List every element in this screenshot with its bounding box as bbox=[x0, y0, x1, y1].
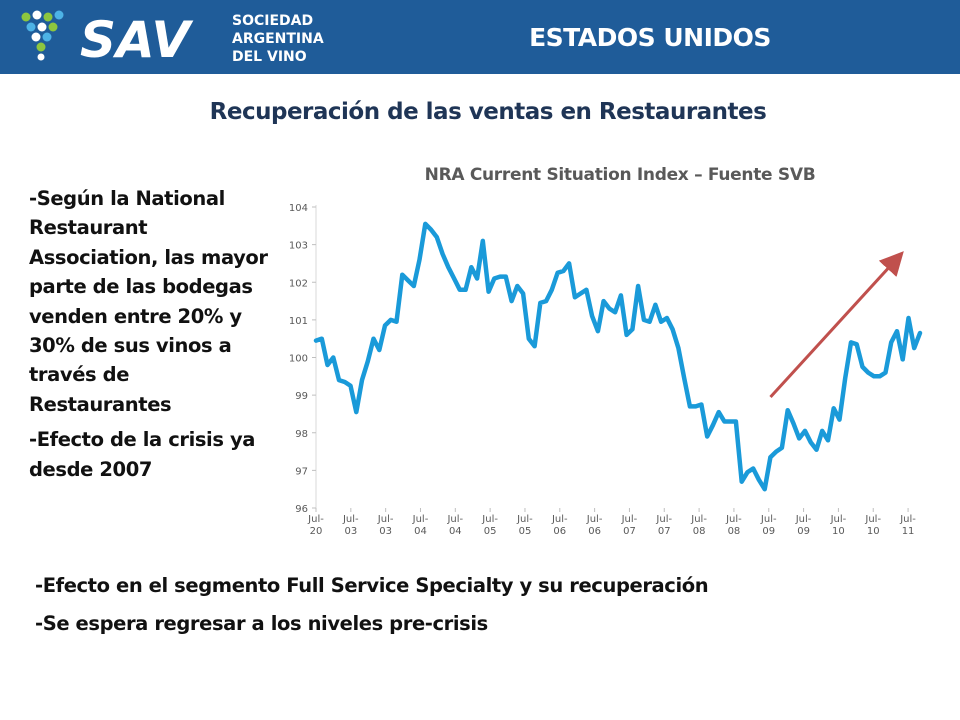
x-tick-label-line: Jul- bbox=[516, 514, 533, 525]
grape-dot bbox=[26, 22, 36, 32]
x-tick-label: Jul-06 bbox=[551, 514, 568, 537]
y-tick-label: 100 bbox=[289, 354, 308, 365]
x-tick-label: Jul-10 bbox=[864, 514, 881, 537]
section-title: ESTADOS UNIDOS bbox=[529, 23, 771, 52]
grape-dot bbox=[48, 22, 58, 32]
grape-dot bbox=[37, 22, 47, 32]
x-tick-label-line: 07 bbox=[623, 526, 636, 537]
bottom-line: -Se espera regresar a los niveles pre-cr… bbox=[35, 612, 488, 635]
x-tick-label-line: 04 bbox=[414, 526, 427, 537]
x-tick-label-line: 11 bbox=[902, 526, 915, 537]
series-line bbox=[313, 221, 923, 492]
x-tick-label-line: 09 bbox=[762, 526, 775, 537]
x-tick-label-line: Jul- bbox=[621, 514, 638, 525]
x-tick-label: Jul-04 bbox=[446, 514, 463, 537]
x-tick-label-line: 05 bbox=[484, 526, 497, 537]
x-tick-label-line: 03 bbox=[344, 526, 357, 537]
x-tick-label: Jul-03 bbox=[377, 514, 394, 537]
y-tick-label: 102 bbox=[289, 278, 308, 289]
x-tick-label-line: Jul- bbox=[760, 514, 777, 525]
grape-dot bbox=[32, 10, 42, 20]
x-tick-label-line: 08 bbox=[693, 526, 706, 537]
y-tick-label: 98 bbox=[295, 429, 308, 440]
chart-svg: 96979899100101102103104Jul-20Jul-03Jul-0… bbox=[289, 203, 923, 537]
y-tick-label: 99 bbox=[295, 391, 308, 402]
grape-dot bbox=[37, 53, 45, 61]
grape-dot bbox=[42, 32, 52, 42]
x-tick-label-line: 05 bbox=[519, 526, 532, 537]
x-tick-label-line: Jul- bbox=[725, 514, 742, 525]
x-tick-label: Jul-04 bbox=[412, 514, 429, 537]
bottom-line: -Efecto en el segmento Full Service Spec… bbox=[35, 574, 709, 597]
line-chart: 96 97 98 99 100 101 102 103 104 Jul-20 Jul-03 Jul-0… bbox=[270, 195, 940, 550]
x-tick-label-line: Jul- bbox=[307, 514, 324, 525]
y-tick-label: 103 bbox=[289, 241, 308, 252]
x-tick-label-line: 06 bbox=[553, 526, 566, 537]
x-tick-label-line: Jul- bbox=[481, 514, 498, 525]
x-tick-label: Jul-03 bbox=[342, 514, 359, 537]
x-tick-label-line: 04 bbox=[449, 526, 462, 537]
x-tick-label-line: 09 bbox=[797, 526, 810, 537]
left-paragraph: -Efecto de la crisis ya desde 2007 bbox=[29, 428, 256, 481]
x-tick-label-line: 03 bbox=[379, 526, 392, 537]
x-tick-label-line: 08 bbox=[728, 526, 741, 537]
left-text-block: -Según la National Restaurant Associatio… bbox=[29, 184, 269, 490]
logo-subtitle-line: ARGENTINA bbox=[232, 31, 324, 47]
x-tick-label: Jul-08 bbox=[690, 514, 707, 537]
y-tick-label: 97 bbox=[295, 466, 308, 477]
bottom-text-block: -Efecto en el segmento Full Service Spec… bbox=[35, 570, 915, 646]
x-tick-label-line: Jul- bbox=[690, 514, 707, 525]
x-tick-label: Jul-09 bbox=[760, 514, 777, 537]
grape-dot bbox=[21, 12, 31, 22]
grape-dot bbox=[31, 32, 41, 42]
x-tick-label-line: Jul- bbox=[446, 514, 463, 525]
x-tick-label: Jul-11 bbox=[899, 514, 916, 537]
sav-logo: SAV SOCIEDAD ARGENTINA DEL VINO bbox=[12, 4, 352, 70]
x-tick-label-line: 10 bbox=[832, 526, 845, 537]
y-tick-label: 101 bbox=[289, 316, 308, 327]
slide-title: Recuperación de las ventas en Restaurant… bbox=[209, 99, 767, 125]
logo-subtitle-line: DEL VINO bbox=[232, 49, 307, 65]
x-tick-label: Jul-08 bbox=[725, 514, 742, 537]
x-tick-label-line: 07 bbox=[658, 526, 671, 537]
x-tick-label-line: Jul- bbox=[377, 514, 394, 525]
y-tick-label: 96 bbox=[295, 504, 308, 515]
x-tick-label-line: Jul- bbox=[864, 514, 881, 525]
chart-title: NRA Current Situation Index – Fuente SVB bbox=[424, 165, 816, 185]
grape-dot bbox=[36, 42, 46, 52]
x-tick-label: Jul-20 bbox=[307, 514, 324, 537]
x-tick-label: Jul-05 bbox=[481, 514, 498, 537]
x-tick-label-line: Jul- bbox=[655, 514, 672, 525]
x-tick-label: Jul-07 bbox=[655, 514, 672, 537]
grape-cluster-icon bbox=[21, 10, 64, 61]
y-tick-label: 104 bbox=[289, 203, 308, 214]
x-tick-label-line: Jul- bbox=[830, 514, 847, 525]
x-tick-label: Jul-05 bbox=[516, 514, 533, 537]
logo-subtitle-line: SOCIEDAD bbox=[232, 13, 313, 29]
grape-dot bbox=[43, 12, 53, 22]
trend-arrow bbox=[769, 251, 904, 399]
sav-logo-graphic: SAV SOCIEDAD ARGENTINA DEL VINO bbox=[21, 10, 324, 69]
x-tick-label: Jul-09 bbox=[795, 514, 812, 537]
x-tick-label: Jul-10 bbox=[830, 514, 847, 537]
x-tick-label-line: Jul- bbox=[899, 514, 916, 525]
logo-text: SAV bbox=[80, 11, 193, 69]
x-tick-label-line: 20 bbox=[310, 526, 323, 537]
x-tick-label-line: Jul- bbox=[342, 514, 359, 525]
x-tick-label-line: Jul- bbox=[412, 514, 429, 525]
x-tick-label: Jul-06 bbox=[586, 514, 603, 537]
header-bar: SAV SOCIEDAD ARGENTINA DEL VINO ESTADOS … bbox=[0, 0, 960, 74]
x-tick-label-line: 10 bbox=[867, 526, 880, 537]
grape-dot bbox=[54, 10, 64, 20]
left-paragraph: -Según la National Restaurant Associatio… bbox=[29, 187, 268, 416]
x-tick-label-line: 06 bbox=[588, 526, 601, 537]
x-tick-label: Jul-07 bbox=[621, 514, 638, 537]
x-tick-label-line: Jul- bbox=[551, 514, 568, 525]
x-tick-label-line: Jul- bbox=[795, 514, 812, 525]
x-tick-label-line: Jul- bbox=[586, 514, 603, 525]
